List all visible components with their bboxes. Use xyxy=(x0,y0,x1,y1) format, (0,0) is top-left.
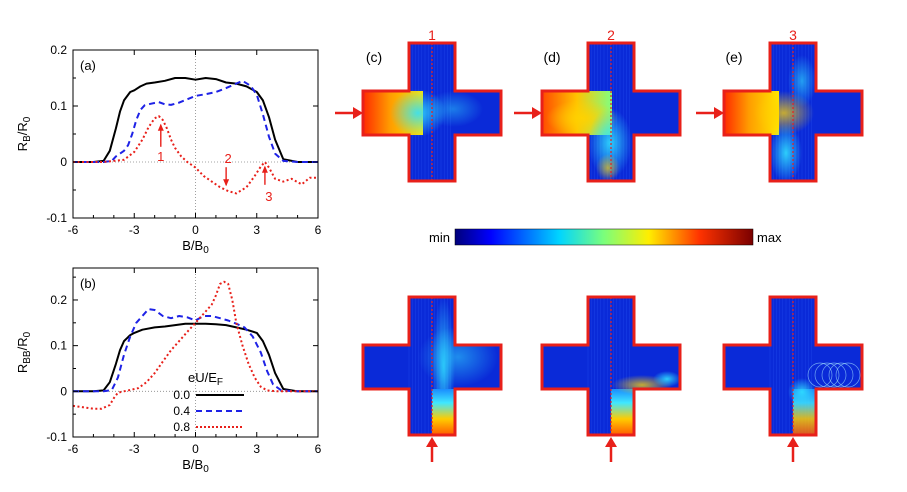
legend: eU/EF 0.0 0.4 0.8 xyxy=(173,370,244,434)
density-glow xyxy=(788,55,816,107)
density-orbit xyxy=(835,362,861,388)
x-axis-label-sub: 0 xyxy=(203,245,209,256)
density-glow xyxy=(596,154,620,181)
y-axis-label-part: /R xyxy=(15,337,30,350)
series-line-0.8 xyxy=(73,115,318,195)
x-tick-label: 6 xyxy=(315,442,322,456)
x-tick-label: 3 xyxy=(253,223,260,237)
legend-label-1: 0.4 xyxy=(173,404,190,418)
density-orbit xyxy=(821,362,847,388)
density-map-2: 2 xyxy=(514,27,682,183)
y-axis-label-part: /R xyxy=(15,122,30,135)
map-panel-label: (d) xyxy=(543,49,560,65)
annotation-label-3: 3 xyxy=(265,189,272,204)
x-tick-label: 0 xyxy=(192,223,199,237)
density-orbit xyxy=(814,362,840,388)
annotation-label-1: 1 xyxy=(157,149,164,164)
x-tick-label: -6 xyxy=(68,442,79,456)
density-glow xyxy=(423,91,483,127)
y-axis-label-part: 0 xyxy=(22,331,33,337)
density-orbit xyxy=(807,362,833,388)
x-tick-label: -3 xyxy=(129,442,140,456)
injection-arrowhead xyxy=(532,107,542,119)
injection-arrowhead xyxy=(787,437,799,447)
x-tick-label: 0 xyxy=(192,442,199,456)
series-line-0.0 xyxy=(73,77,318,163)
y-tick-label: 0 xyxy=(60,384,67,398)
density-map-5 xyxy=(540,295,682,462)
density-glow xyxy=(653,371,680,387)
y-axis-label-part: R xyxy=(15,364,30,373)
density-map-1: 1 xyxy=(335,27,503,183)
cross-outline xyxy=(361,295,503,437)
map-panel-label: (c) xyxy=(366,49,382,65)
density-map-4 xyxy=(361,295,503,462)
injection-arrowhead xyxy=(605,437,617,447)
y-tick-label: 0.1 xyxy=(50,99,67,113)
lead-marker-1: 1 xyxy=(428,27,436,43)
density-orbit xyxy=(828,362,854,388)
cross-outline xyxy=(361,41,503,183)
x-tick-label: -3 xyxy=(129,223,140,237)
injection-arrowhead xyxy=(353,107,363,119)
y-axis-label: RB/R0 xyxy=(15,116,33,151)
y-axis-label-part: R xyxy=(15,142,30,151)
y-tick-label: 0 xyxy=(60,155,67,169)
colorbar-max-label: max xyxy=(757,230,782,245)
map-panel-label: (e) xyxy=(725,49,742,65)
y-tick-label: -0.1 xyxy=(46,211,67,225)
annotation-arrowhead-1 xyxy=(157,123,164,131)
cross-outline xyxy=(540,41,682,183)
y-axis-label-part: B xyxy=(22,135,33,142)
y-tick-label: 0.2 xyxy=(50,293,67,307)
series-line-0.4 xyxy=(73,79,318,163)
x-tick-label: 6 xyxy=(315,223,322,237)
density-glow xyxy=(418,327,498,387)
panel-label: (a) xyxy=(80,58,96,73)
y-axis-label-part: BB xyxy=(22,350,33,364)
series-line-0.4 xyxy=(73,308,318,393)
x-tick-label: 3 xyxy=(253,442,260,456)
legend-label-0: 0.0 xyxy=(173,388,190,402)
legend-label-2: 0.8 xyxy=(173,420,190,434)
annotation-arrowhead-3 xyxy=(261,165,268,173)
density-glow xyxy=(788,378,816,406)
y-tick-label: -0.1 xyxy=(46,430,67,444)
colorbar-min-label: min xyxy=(429,230,450,245)
density-glow xyxy=(770,123,802,181)
injection-arrowhead xyxy=(714,107,724,119)
injection-arrowhead xyxy=(426,437,438,447)
density-hot-arm xyxy=(432,389,455,435)
legend-title: eU/EF xyxy=(188,370,223,388)
density-map-6 xyxy=(722,295,864,462)
lead-marker-2: 2 xyxy=(607,27,615,43)
y-axis-label: RBB/R0 xyxy=(15,331,33,373)
x-axis-label-sub: 0 xyxy=(203,464,209,475)
lead-marker-3: 3 xyxy=(789,27,797,43)
x-axis-label: B/B0 xyxy=(182,238,209,256)
annotation-label-2: 2 xyxy=(225,151,232,166)
annotation-arrowhead-2 xyxy=(223,179,230,187)
density-hot-arm xyxy=(611,389,634,435)
colorbar: min max xyxy=(429,228,782,246)
cross-outline xyxy=(722,41,864,183)
y-tick-label: 0.1 xyxy=(50,339,67,353)
cross-outline xyxy=(540,295,682,437)
y-tick-label: 0.2 xyxy=(50,43,67,57)
y-axis-label-part: 0 xyxy=(22,116,33,122)
colorbar-gradient xyxy=(454,228,754,246)
x-axis-label: B/B0 xyxy=(182,457,209,475)
panel-label: (b) xyxy=(80,276,96,291)
density-map-3: 3 xyxy=(696,27,864,183)
series-line-0.0 xyxy=(73,322,318,393)
x-tick-label: -6 xyxy=(68,223,79,237)
cross-outline xyxy=(722,295,864,437)
